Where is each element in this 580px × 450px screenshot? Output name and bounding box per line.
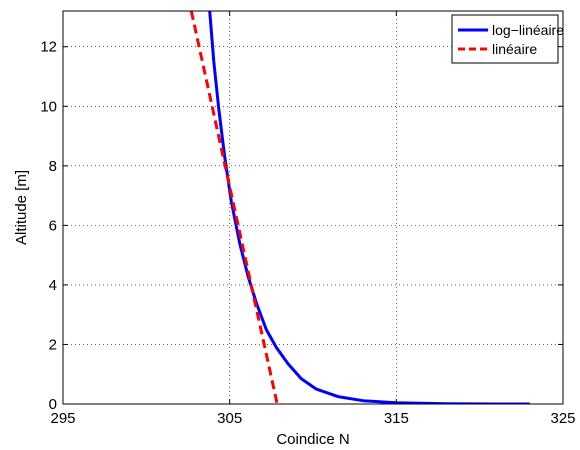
plot-area	[63, 11, 563, 404]
y-tick-label: 12	[40, 39, 57, 56]
legend: log−linéaire linéaire	[451, 14, 564, 64]
y-tick-label: 4	[49, 277, 57, 294]
ticks: 295 305 315 325 0 2 4 6 8 10 12	[40, 11, 576, 427]
y-tick-label: 6	[49, 217, 57, 234]
x-axis-label: Coindice N	[276, 431, 349, 448]
legend-box	[451, 14, 559, 64]
series-line-lineaire	[189, 11, 279, 404]
y-tick-label: 10	[40, 98, 57, 115]
y-tick-label: 8	[49, 158, 57, 175]
x-tick-label: 305	[217, 410, 242, 427]
y-tick-label: 0	[49, 396, 57, 413]
x-tick-label: 315	[384, 410, 409, 427]
y-tick-label: 2	[49, 336, 57, 353]
x-tick-label: 325	[550, 410, 575, 427]
x-tick-label: 295	[50, 410, 75, 427]
y-axis-label: Altitude [m]	[13, 170, 30, 245]
legend-entry-log-lineaire: log−linéaire	[492, 22, 564, 38]
legend-entry-lineaire: linéaire	[492, 41, 537, 57]
plot-frame	[62, 10, 564, 405]
